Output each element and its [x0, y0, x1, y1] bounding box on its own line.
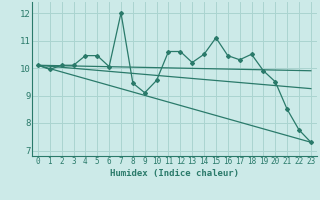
- X-axis label: Humidex (Indice chaleur): Humidex (Indice chaleur): [110, 169, 239, 178]
